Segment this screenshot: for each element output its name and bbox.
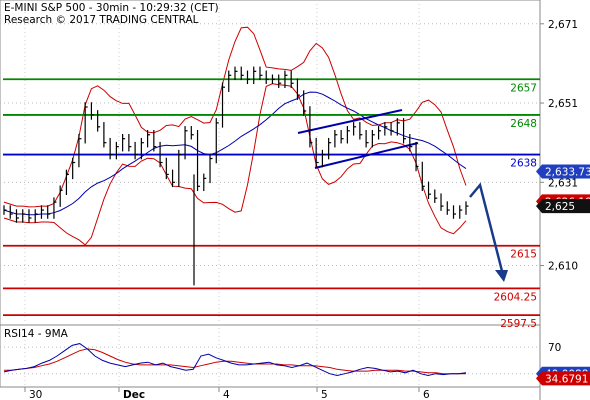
rsi-tag-red-bg — [536, 371, 590, 386]
level-label-2615: 2615 — [510, 249, 537, 261]
price-plot-frame — [0, 0, 541, 326]
level-label-2657: 2657 — [510, 82, 537, 94]
chart-copyright: Research © 2017 TRADING CENTRAL — [4, 14, 199, 26]
price-tick-label: 2,631 — [548, 177, 578, 189]
time-tick-label: 6 — [423, 389, 430, 400]
price-tag-black-bg — [536, 199, 590, 214]
level-label-2597.5: 2597.5 — [500, 318, 537, 330]
time-tick-label: 5 — [321, 389, 328, 400]
bollinger-upper-band — [3, 26, 467, 208]
wedge-upper-trendline — [297, 109, 403, 134]
moving-average-line — [3, 91, 467, 216]
forecast-arrowhead — [495, 270, 508, 282]
price-tick-label: 2,610 — [548, 261, 578, 273]
level-label-2604.25: 2604.25 — [494, 291, 537, 303]
rsi-label: RSI14 - 9MA — [4, 328, 69, 340]
rsi-ma-line — [4, 348, 466, 375]
rsi-line — [3, 343, 467, 377]
chart-title: E-MINI S&P 500 - 30min - 10:29:32 (CET) — [4, 2, 219, 14]
price-tag-blue-bg — [536, 164, 590, 179]
level-label-2638: 2638 — [510, 158, 537, 170]
price-tick-label: 2,651 — [548, 98, 578, 110]
level-label-2648: 2648 — [510, 118, 537, 130]
rsi-tag-red-text: 34.6791 — [545, 373, 588, 385]
time-tick-label: Dec — [123, 389, 145, 400]
wedge-lower-trendline — [314, 142, 419, 169]
bollinger-lower-band — [3, 83, 467, 246]
price-tag-black-text: 2,625 — [545, 201, 575, 213]
time-tick-label: 4 — [223, 389, 230, 400]
price-tag-blue-text: 2,633.73 — [545, 166, 590, 178]
price-tick-label: 2,671 — [548, 19, 578, 31]
rsi-plot-frame — [0, 324, 541, 388]
rsi-tick-label: 70 — [548, 342, 561, 354]
time-tick-label: 30 — [29, 389, 42, 400]
forecast-arrow-path — [469, 182, 504, 272]
